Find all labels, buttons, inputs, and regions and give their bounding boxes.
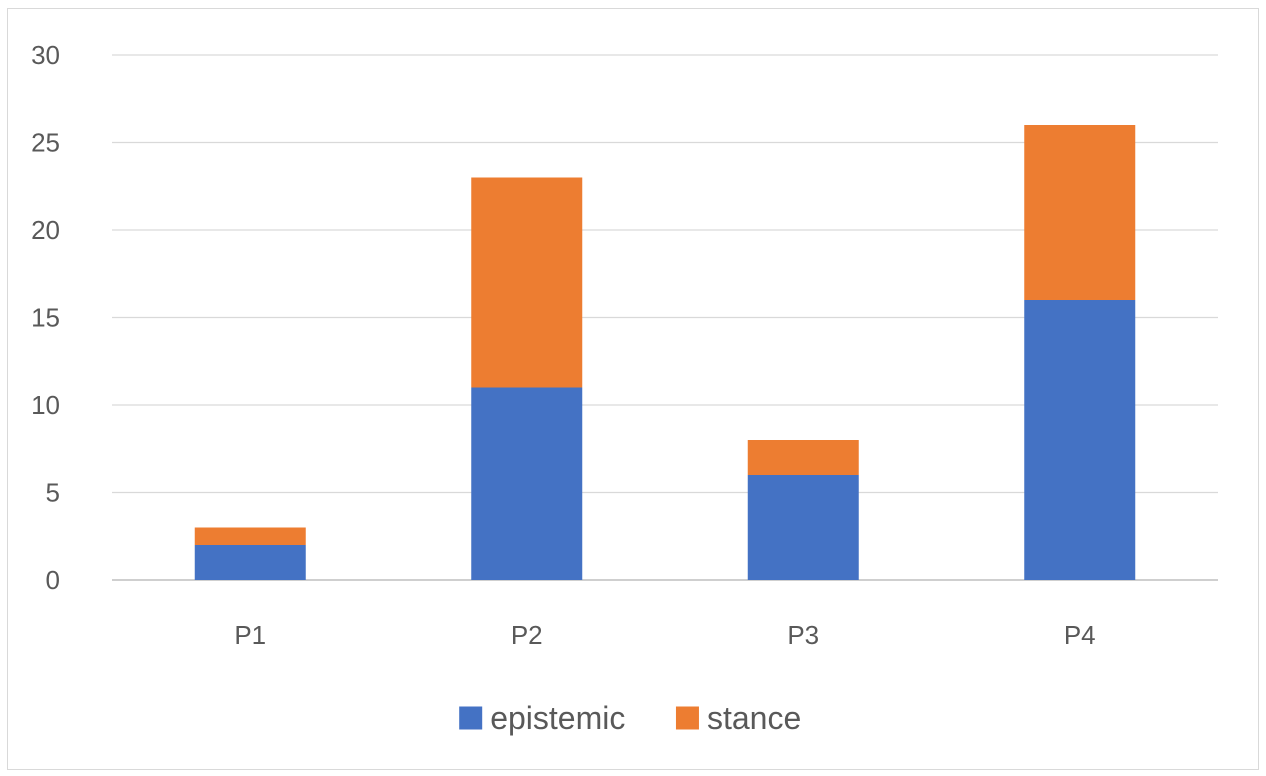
y-tick-label: 5 [46,478,60,508]
legend-swatch-stance [675,706,699,730]
y-tick-label: 25 [31,128,60,158]
bar-epistemic-P3 [747,475,859,580]
legend-swatch-epistemic [459,706,483,730]
bar-stance-P3 [747,440,859,475]
y-tick-label: 0 [46,565,60,595]
x-tick-label: P2 [511,620,543,650]
x-tick-label: P3 [787,620,819,650]
x-tick-label: P1 [234,620,266,650]
bars [194,125,1136,580]
y-tick-label: 10 [31,390,60,420]
bar-stance-P4 [1024,125,1136,300]
bar-stance-P2 [471,177,583,388]
y-tick-label: 30 [31,40,60,70]
bar-epistemic-P4 [1024,300,1136,580]
y-tick-labels: 0 5 10 15 20 25 30 [31,40,60,595]
x-tick-label: P4 [1064,620,1096,650]
y-tick-label: 20 [31,215,60,245]
legend-label-epistemic: epistemic [490,700,625,736]
x-tick-labels: P1 P2 P3 P4 [234,620,1095,650]
bar-stance-P1 [194,527,306,545]
bar-epistemic-P1 [194,545,306,580]
legend: epistemic stance [459,700,801,736]
bar-epistemic-P2 [471,387,583,580]
legend-label-stance: stance [707,700,801,736]
y-tick-label: 15 [31,303,60,333]
